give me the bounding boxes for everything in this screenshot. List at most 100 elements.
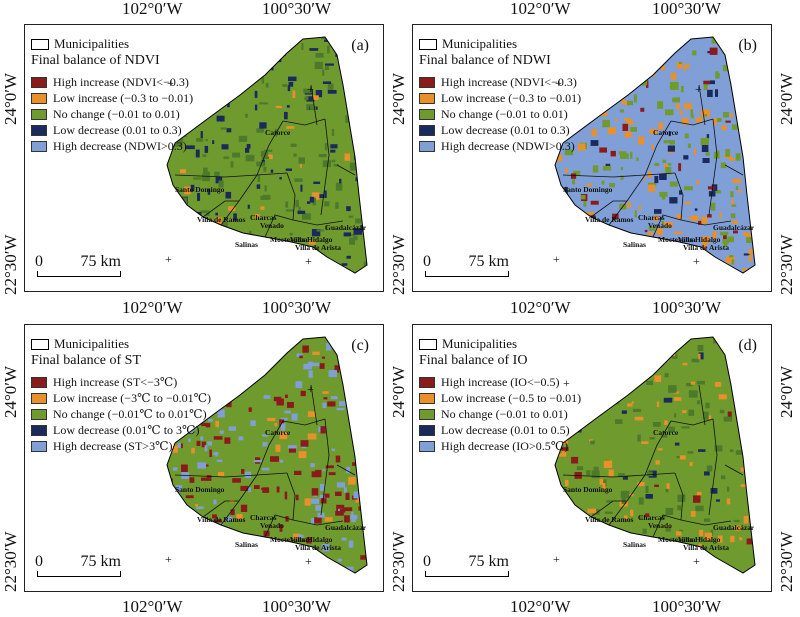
municipality-swatch	[31, 338, 49, 350]
graticule-cross-icon: +	[553, 552, 560, 566]
town-label: Moctezuma	[270, 535, 308, 544]
town-label: Villa Hidalgo	[290, 535, 333, 544]
swatch-no-change	[31, 409, 47, 421]
scale-zero: 0	[423, 553, 431, 570]
lat-top-left-c: 24°0′W	[1, 365, 20, 418]
municipality-border	[670, 418, 714, 426]
panel-label: (d)	[738, 337, 757, 354]
municipality-border	[336, 464, 356, 476]
class-label: High decrease (IO>0.5℃)	[441, 439, 569, 454]
mid-lon-left-b: 102°0′W	[510, 298, 571, 317]
study-area	[555, 337, 755, 573]
municipality-border	[286, 472, 296, 521]
municipality-border	[644, 120, 672, 176]
panel-label: (c)	[351, 337, 369, 354]
municipality-border	[652, 214, 682, 238]
municipality-border	[724, 164, 744, 176]
scale-distance: 75 km	[468, 253, 509, 270]
panel-a: Municipalities Final balance of NDVI Hig…	[24, 24, 384, 292]
lat-bottom-right-d: 22°30′W	[777, 531, 796, 592]
class-label: High increase (IO<−0.5)	[441, 375, 560, 390]
scale-zero: 0	[35, 553, 43, 570]
town-label: Guadalcázar	[713, 223, 755, 232]
lat-bottom-left-a: 22°30′W	[1, 234, 20, 295]
legend-c: Municipalities Final balance of ST High …	[31, 336, 211, 455]
municipality-border	[282, 118, 326, 126]
swatch-low-decrease	[419, 425, 435, 437]
graticule-cross-icon: +	[307, 382, 314, 396]
lat-top-right-b: 24°0′W	[777, 72, 796, 125]
town-label: Venado	[260, 221, 284, 230]
town-label: Santo Domingo	[175, 485, 225, 494]
swatch-low-increase	[419, 93, 435, 105]
town-label: Villa de Ramos	[197, 215, 246, 224]
scale-zero: 0	[423, 253, 431, 270]
graticule-cross-icon: +	[165, 252, 172, 266]
municipality-border	[174, 472, 288, 478]
map-a	[166, 36, 368, 274]
municipality-border	[562, 472, 676, 478]
study-area-outline	[166, 36, 368, 274]
panel-c: Municipalities Final balance of ST High …	[24, 324, 384, 592]
swatch-low-decrease	[419, 125, 435, 137]
top-lon-right-a: 100°30′W	[262, 0, 332, 18]
class-label: High increase (ST<−3℃)	[53, 375, 178, 390]
mid-lon-left-a: 102°0′W	[122, 298, 183, 317]
municipalities-label: Municipalities	[442, 336, 518, 351]
legend-title: Final balance of IO	[419, 353, 528, 369]
graticule-cross-icon: +	[553, 252, 560, 266]
municipality-swatch	[419, 338, 437, 350]
town-label: Venado	[648, 521, 672, 530]
scale-bar-line	[37, 271, 121, 277]
study-area-outline	[554, 36, 756, 274]
lat-bottom-mid-d: 22°30′W	[389, 531, 408, 592]
class-label: No change (−0.01 to 0.01)	[53, 107, 180, 122]
town-label: Villa de Ramos	[197, 515, 246, 524]
municipality-border	[708, 118, 718, 216]
graticule-cross-icon: +	[307, 82, 314, 96]
graticule-cross-icon: +	[305, 554, 312, 568]
town-label: Santo Domingo	[563, 185, 613, 194]
municipality-border	[174, 172, 288, 178]
town-label: Villa Hidalgo	[678, 535, 721, 544]
top-lon-left-a: 102°0′W	[122, 0, 183, 18]
panel-label: (a)	[351, 37, 369, 54]
lat-top-mid-d: 24°0′W	[389, 365, 408, 418]
town-label: Villa de Arista	[295, 543, 341, 552]
scale-bar: 0 75 km	[35, 553, 121, 577]
town-label: Villa Hidalgo	[290, 235, 333, 244]
town-label: Santo Domingo	[563, 485, 613, 494]
scale-distance: 75 km	[80, 553, 121, 570]
municipality-border	[256, 120, 284, 176]
municipality-border	[708, 418, 718, 516]
town-label: Guadalcázar	[325, 523, 367, 532]
legend-a: Municipalities Final balance of NDVI Hig…	[31, 36, 194, 155]
class-label: Low decrease (0.01 to 0.3)	[441, 123, 570, 138]
scale-bar: 0 75 km	[35, 253, 121, 277]
lat-top-right-d: 24°0′W	[777, 365, 796, 418]
municipality-border	[698, 384, 706, 426]
lat-bottom-right-b: 22°30′W	[777, 234, 796, 295]
bottom-lon-right-c: 100°30′W	[262, 597, 332, 616]
swatch-high-increase	[419, 377, 435, 389]
bottom-lon-left-d: 102°0′W	[510, 597, 571, 616]
scale-zero: 0	[35, 253, 43, 270]
town-label: Salinas	[623, 540, 646, 549]
swatch-low-increase	[31, 393, 47, 405]
municipalities-label: Municipalities	[442, 36, 518, 51]
municipality-border	[292, 219, 344, 226]
municipality-border	[590, 500, 627, 518]
municipality-border	[336, 164, 356, 176]
class-label: Low increase (−0.3 to −0.01)	[441, 91, 582, 106]
class-label: High increase (NDVI<−0.3)	[441, 75, 577, 90]
graticule-cross-icon: +	[695, 82, 702, 96]
municipality-swatch	[31, 38, 49, 50]
legend-title: Final balance of NDVI	[31, 53, 160, 69]
town-label: Guadalcázar	[325, 223, 367, 232]
swatch-high-decrease	[31, 141, 47, 153]
swatch-no-change	[419, 409, 435, 421]
class-label: Low increase (−0.3 to −0.01)	[53, 91, 194, 106]
municipality-border	[282, 418, 326, 426]
town-label: Salinas	[623, 240, 646, 249]
map-c	[166, 336, 368, 574]
